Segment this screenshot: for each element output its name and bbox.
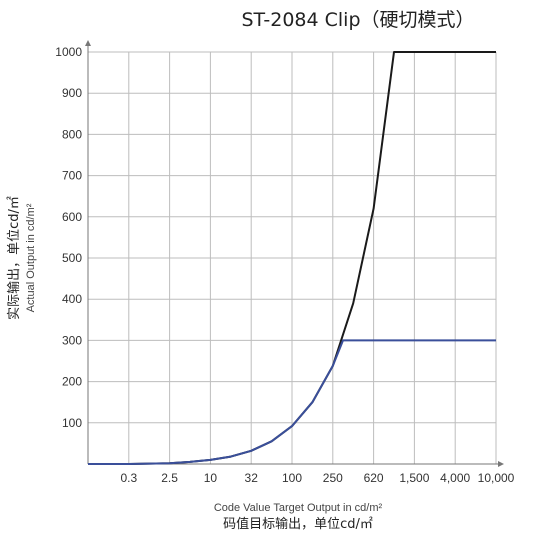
y-tick-labels: 100 200 300 400 500 600 700 800 900 1000: [55, 45, 82, 430]
x-axis-arrow: [498, 461, 504, 467]
y-axis-label-en: Actual Output in cd/m²: [25, 203, 37, 312]
x-axis-label-zh: 码值目标输出，单位cd/㎡: [223, 516, 373, 532]
x-tick-label: 4,000: [440, 471, 470, 485]
x-tick-label: 250: [323, 471, 343, 485]
y-tick-label: 800: [62, 127, 82, 141]
chart-title: ST-2084 Clip（硬切模式）: [241, 9, 474, 31]
y-tick-label: 500: [62, 251, 82, 265]
x-tick-label: 0.3: [120, 471, 137, 485]
y-axis-label-zh: 实际输出，单位cd/㎡: [6, 196, 22, 320]
axes: [85, 40, 504, 467]
x-tick-label: 32: [245, 471, 259, 485]
y-tick-label: 1000: [55, 45, 82, 59]
x-tick-label: 10: [204, 471, 218, 485]
y-tick-label: 700: [62, 169, 82, 183]
x-tick-label: 10,000: [478, 471, 515, 485]
y-tick-label: 600: [62, 210, 82, 224]
grid: [88, 51, 497, 464]
x-tick-label: 100: [282, 471, 302, 485]
y-tick-label: 900: [62, 86, 82, 100]
y-tick-label: 100: [62, 416, 82, 430]
y-tick-label: 300: [62, 333, 82, 347]
y-tick-label: 400: [62, 292, 82, 306]
series-line-2: [88, 339, 496, 465]
x-tick-label: 620: [364, 471, 384, 485]
x-tick-labels: 0.3 2.5 10 32 100 250 620 1,500 4,000 10,000: [120, 471, 514, 485]
x-axis-label-en: Code Value Target Output in cd/m²: [214, 502, 383, 514]
y-axis-arrow: [85, 40, 91, 46]
x-tick-label: 1,500: [399, 471, 429, 485]
y-tick-label: 200: [62, 375, 82, 389]
series-lines: [88, 51, 496, 465]
x-tick-label: 2.5: [161, 471, 178, 485]
